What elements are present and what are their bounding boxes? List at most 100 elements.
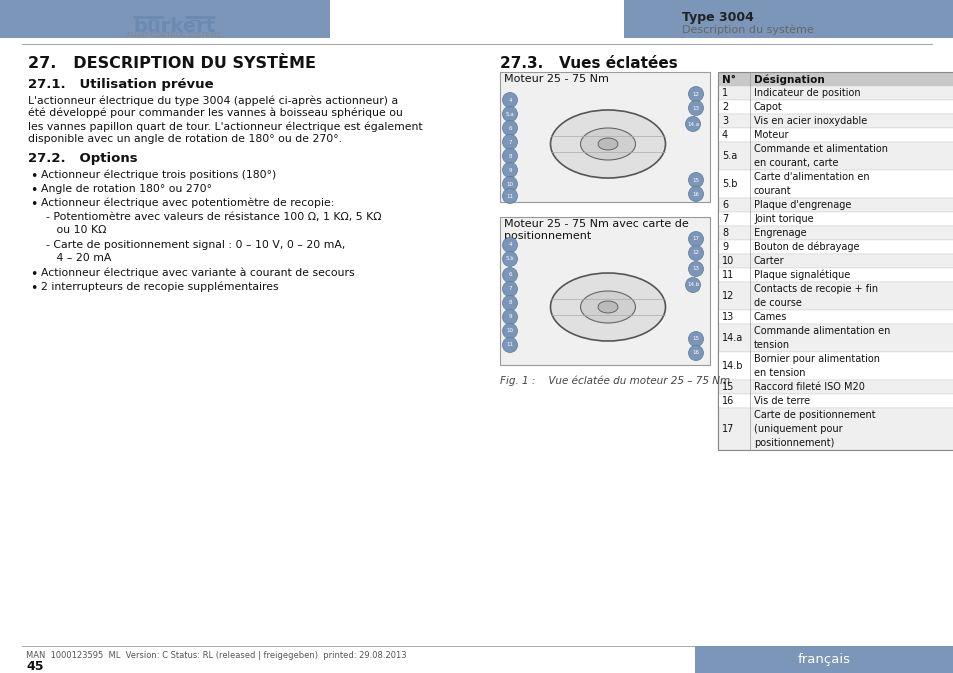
- Circle shape: [688, 345, 702, 361]
- Text: Carter: Carter: [753, 256, 783, 266]
- Text: 14.a: 14.a: [721, 333, 742, 343]
- Text: 6: 6: [508, 273, 511, 277]
- Text: 9: 9: [721, 242, 727, 252]
- Text: 16: 16: [692, 351, 699, 355]
- Text: 5.b: 5.b: [505, 256, 514, 262]
- Text: 27.2.   Options: 27.2. Options: [28, 152, 137, 165]
- Bar: [718, 100, 953, 114]
- Text: 9: 9: [508, 314, 511, 320]
- Circle shape: [502, 120, 517, 135]
- Circle shape: [688, 100, 702, 116]
- Text: 4: 4: [508, 242, 511, 248]
- Text: 16: 16: [721, 396, 734, 406]
- Text: Commande alimentation en: Commande alimentation en: [753, 326, 889, 336]
- Text: courant: courant: [753, 186, 791, 196]
- Text: •: •: [30, 170, 37, 183]
- Text: 4: 4: [508, 98, 511, 102]
- Bar: [718, 142, 953, 170]
- Text: N°: N°: [721, 75, 735, 85]
- Circle shape: [685, 116, 700, 131]
- Text: Moteur 25 - 75 Nm: Moteur 25 - 75 Nm: [503, 74, 608, 84]
- Ellipse shape: [579, 291, 635, 323]
- Text: bürkert: bürkert: [132, 17, 214, 36]
- Text: 8: 8: [508, 301, 511, 306]
- Circle shape: [502, 149, 517, 164]
- Text: 12: 12: [721, 291, 734, 301]
- Text: Actionneur électrique trois positions (180°): Actionneur électrique trois positions (1…: [41, 170, 276, 180]
- Text: 10: 10: [506, 328, 513, 334]
- Text: 1: 1: [721, 88, 727, 98]
- Text: 27.1.   Utilisation prévue: 27.1. Utilisation prévue: [28, 78, 213, 91]
- Text: Plaque signalétique: Plaque signalétique: [753, 270, 849, 280]
- Text: 4 – 20 mA: 4 – 20 mA: [46, 253, 112, 263]
- Text: 2: 2: [721, 102, 727, 112]
- Circle shape: [688, 172, 702, 188]
- Text: - Potentiomètre avec valeurs de résistance 100 Ω, 1 KΩ, 5 KΩ: - Potentiomètre avec valeurs de résistan…: [46, 212, 381, 222]
- Circle shape: [502, 135, 517, 149]
- Text: 13: 13: [692, 106, 699, 110]
- Text: 6: 6: [721, 200, 727, 210]
- Circle shape: [502, 267, 517, 283]
- Text: Engrenage: Engrenage: [753, 228, 806, 238]
- Bar: [718, 198, 953, 212]
- Ellipse shape: [579, 128, 635, 160]
- Text: 17: 17: [692, 236, 699, 242]
- Text: Carte de positionnement: Carte de positionnement: [753, 410, 875, 420]
- Text: 11: 11: [721, 270, 734, 280]
- Text: Capot: Capot: [753, 102, 781, 112]
- Text: Bouton de débrayage: Bouton de débrayage: [753, 242, 859, 252]
- Bar: [718, 380, 953, 394]
- Text: en tension: en tension: [753, 368, 804, 378]
- Text: (uniquement pour: (uniquement pour: [753, 424, 841, 434]
- Text: 7: 7: [508, 139, 511, 145]
- Text: Bornier pour alimentation: Bornier pour alimentation: [753, 354, 879, 364]
- Circle shape: [688, 246, 702, 260]
- Text: L'actionneur électrique du type 3004 (appelé ci-après actionneur) a: L'actionneur électrique du type 3004 (ap…: [28, 95, 397, 106]
- Text: Carte d'alimentation en: Carte d'alimentation en: [753, 172, 869, 182]
- Text: 12: 12: [692, 92, 699, 96]
- Circle shape: [502, 310, 517, 324]
- Circle shape: [502, 337, 517, 353]
- Text: 17: 17: [721, 424, 734, 434]
- Text: 14.b: 14.b: [686, 283, 699, 287]
- Circle shape: [502, 176, 517, 192]
- Text: français: français: [797, 653, 850, 666]
- Text: Désignation: Désignation: [753, 75, 824, 85]
- Text: disponible avec un angle de rotation de 180° ou de 270°.: disponible avec un angle de rotation de …: [28, 134, 341, 144]
- Text: 8: 8: [721, 228, 727, 238]
- Circle shape: [502, 106, 517, 122]
- Text: 13: 13: [721, 312, 734, 322]
- Text: 6: 6: [508, 125, 511, 131]
- Bar: [718, 72, 953, 86]
- Text: 3: 3: [721, 116, 727, 126]
- Text: Actionneur électrique avec potentiomètre de recopie:: Actionneur électrique avec potentiomètre…: [41, 198, 334, 209]
- Bar: [718, 394, 953, 408]
- Text: •: •: [30, 184, 37, 197]
- Text: 45: 45: [26, 660, 44, 672]
- Bar: [718, 72, 953, 450]
- Text: 2 interrupteurs de recopie supplémentaires: 2 interrupteurs de recopie supplémentair…: [41, 282, 278, 293]
- Text: •: •: [30, 198, 37, 211]
- Circle shape: [688, 186, 702, 201]
- Bar: [718, 240, 953, 254]
- Bar: [718, 254, 953, 268]
- Bar: [718, 226, 953, 240]
- Text: 12: 12: [692, 250, 699, 256]
- Bar: [623, 0, 953, 38]
- Bar: [695, 646, 953, 673]
- Text: 14.a: 14.a: [686, 122, 699, 127]
- Text: Commande et alimentation: Commande et alimentation: [753, 144, 887, 154]
- Text: Vis de terre: Vis de terre: [753, 396, 809, 406]
- Bar: [718, 324, 953, 352]
- Text: Moteur 25 - 75 Nm avec carte de: Moteur 25 - 75 Nm avec carte de: [503, 219, 688, 229]
- Text: 10: 10: [506, 182, 513, 186]
- Text: 27.3.   Vues éclatées: 27.3. Vues éclatées: [499, 56, 677, 71]
- Text: 15: 15: [721, 382, 734, 392]
- Bar: [718, 114, 953, 128]
- Text: 4: 4: [721, 130, 727, 140]
- Circle shape: [502, 324, 517, 339]
- Text: Vis en acier inoxydable: Vis en acier inoxydable: [753, 116, 866, 126]
- Text: Angle de rotation 180° ou 270°: Angle de rotation 180° ou 270°: [41, 184, 212, 194]
- Ellipse shape: [598, 138, 618, 150]
- Text: Joint torique: Joint torique: [753, 214, 813, 224]
